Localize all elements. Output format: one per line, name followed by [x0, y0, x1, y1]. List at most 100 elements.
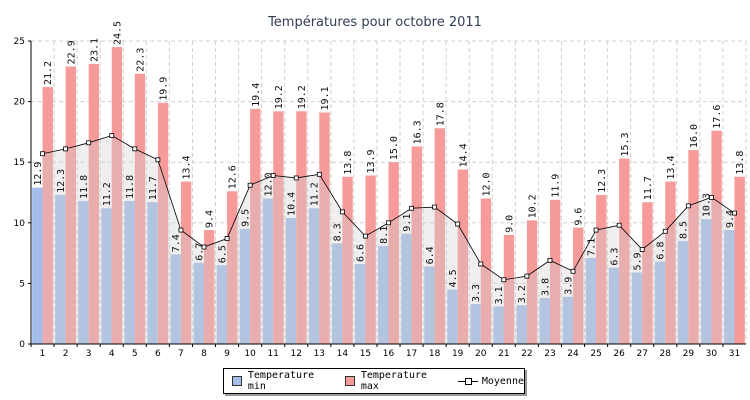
bar-max-22 [526, 220, 538, 344]
bar-max-31 [734, 176, 745, 344]
bar-max-21 [503, 234, 515, 344]
bar-min-3 [78, 200, 89, 344]
average-point-12 [293, 175, 299, 181]
bar-min-28 [654, 261, 666, 344]
data-label-min-15: 6.6 [356, 244, 367, 262]
x-tick-label: 15 [360, 349, 371, 359]
data-label-max-9: 12.6 [228, 165, 239, 189]
x-tick-label: 25 [590, 349, 601, 359]
bar-max-1 [42, 87, 53, 344]
bar-min-4 [101, 208, 112, 344]
x-tick-label: 10 [244, 349, 256, 359]
average-point-7 [178, 227, 184, 233]
x-tick-label: 5 [132, 349, 138, 359]
data-label-min-26: 6.3 [609, 248, 620, 266]
average-point-27 [639, 247, 645, 252]
average-point-31 [732, 210, 737, 216]
bar-min-10 [239, 228, 251, 344]
bar-min-19 [447, 289, 458, 344]
y-tick-label: 20 [14, 98, 26, 108]
x-tick-label: 18 [429, 349, 441, 359]
data-label-min-27: 5.9 [633, 252, 644, 270]
bar-max-19 [457, 169, 469, 344]
data-label-min-4: 11.2 [102, 182, 113, 206]
y-tick-label: 25 [14, 37, 25, 47]
average-point-15 [363, 233, 368, 239]
data-label-min-13: 11.2 [310, 182, 321, 206]
data-label-max-25: 12.3 [597, 169, 608, 193]
data-label-min-5: 11.8 [125, 175, 136, 199]
x-tick-label: 4 [109, 349, 115, 359]
data-label-max-27: 11.7 [643, 176, 654, 200]
data-label-min-9: 6.5 [217, 245, 228, 263]
bar-max-6 [157, 102, 169, 344]
x-tick-label: 2 [63, 349, 69, 359]
data-label-max-28: 13.4 [666, 155, 677, 179]
x-tick-label: 27 [636, 349, 647, 359]
data-label-max-4: 24.5 [112, 21, 123, 45]
average-point-26 [616, 222, 622, 228]
legend-item-max: Temperature max [344, 370, 450, 392]
data-label-min-1: 12.9 [33, 162, 44, 186]
data-label-min-10: 9.5 [240, 209, 251, 227]
average-point-1 [40, 151, 45, 157]
bar-max-15 [365, 175, 376, 344]
data-label-max-16: 15.0 [389, 136, 400, 160]
bar-max-3 [88, 64, 100, 344]
bar-max-18 [434, 128, 446, 344]
average-point-22 [524, 273, 530, 279]
bar-max-11 [273, 111, 284, 345]
bar-max-29 [688, 150, 699, 344]
average-point-25 [593, 227, 599, 233]
data-label-max-5: 22.3 [135, 48, 146, 72]
average-point-5 [132, 146, 138, 152]
bar-min-16 [378, 245, 389, 344]
bar-max-30 [711, 130, 722, 344]
legend-item-min: Temperature min [232, 370, 337, 392]
bar-min-9 [216, 265, 228, 344]
average-area [42, 135, 735, 344]
x-tick-label: 22 [521, 349, 532, 359]
average-point-18 [432, 204, 438, 210]
data-label-max-26: 15.3 [620, 132, 631, 156]
bar-min-1 [32, 187, 43, 344]
average-point-19 [455, 221, 461, 227]
data-label-min-8: 6.7 [194, 243, 205, 261]
average-point-11 [270, 173, 276, 178]
y-tick-label: 5 [19, 279, 25, 289]
bar-max-14 [342, 176, 353, 344]
bar-max-20 [480, 198, 492, 344]
data-label-max-7: 13.4 [182, 155, 193, 179]
x-tick-label: 31 [729, 349, 740, 359]
data-label-min-19: 4.5 [448, 269, 459, 287]
bar-min-14 [331, 243, 343, 344]
legend-label-max: Temperature max [360, 370, 428, 392]
data-label-max-10: 19.4 [251, 83, 262, 107]
data-label-max-22: 10.2 [528, 194, 539, 218]
data-label-max-30: 17.6 [712, 105, 723, 129]
average-point-9 [224, 236, 230, 241]
x-tick-label: 24 [567, 349, 579, 359]
data-label-min-17: 9.1 [402, 214, 413, 232]
x-tick-label: 1 [40, 349, 46, 359]
bar-min-18 [424, 266, 435, 344]
legend-line-marker-icon [457, 376, 478, 386]
data-label-min-18: 6.4 [425, 246, 436, 264]
bar-max-17 [411, 146, 422, 344]
data-label-min-20: 3.3 [471, 284, 482, 302]
data-label-min-7: 7.4 [171, 234, 182, 252]
data-label-max-14: 13.8 [343, 151, 354, 175]
average-point-28 [662, 228, 668, 234]
bar-min-31 [724, 230, 735, 344]
average-point-21 [501, 277, 507, 283]
bar-min-13 [308, 208, 320, 344]
data-label-max-11: 19.2 [274, 85, 285, 109]
bar-min-2 [55, 194, 66, 344]
bar-max-28 [665, 181, 676, 344]
data-label-min-22: 3.2 [517, 285, 528, 303]
data-label-max-31: 13.8 [735, 151, 746, 175]
bar-min-26 [608, 267, 620, 344]
bar-min-20 [470, 304, 481, 344]
bar-max-8 [203, 230, 215, 344]
data-label-max-21: 9.0 [505, 215, 516, 233]
